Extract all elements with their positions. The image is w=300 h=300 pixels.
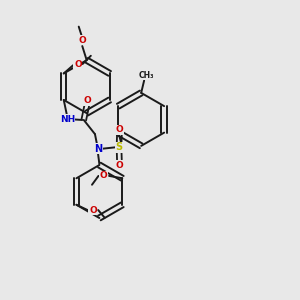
Text: O: O — [116, 160, 123, 169]
Text: O: O — [78, 36, 86, 45]
Text: O: O — [89, 206, 97, 214]
Text: O: O — [100, 171, 108, 180]
Text: N: N — [94, 144, 102, 154]
Text: O: O — [74, 59, 82, 68]
Text: CH₃: CH₃ — [139, 71, 154, 80]
Text: O: O — [116, 125, 123, 134]
Text: S: S — [116, 142, 123, 152]
Text: O: O — [83, 96, 91, 105]
Text: NH: NH — [60, 115, 75, 124]
